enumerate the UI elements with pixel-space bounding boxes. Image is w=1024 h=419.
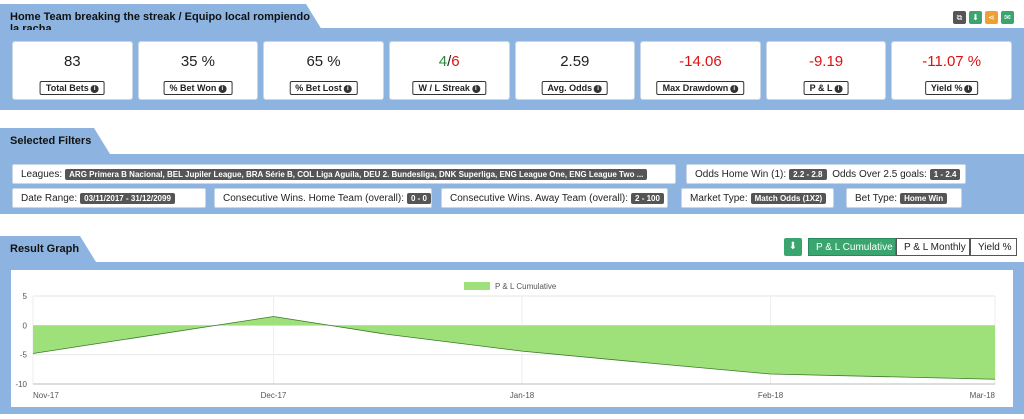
filter-label: Market Type: — [690, 193, 748, 204]
tab-yield[interactable]: Yield % — [970, 238, 1017, 256]
filter-label: Leagues: — [21, 169, 63, 180]
filter-cons-away: Consecutive Wins. Away Team (overall): 2 … — [441, 188, 668, 208]
info-icon: i — [730, 85, 739, 93]
stat-label-text: % Bet Lost — [295, 83, 342, 93]
stat-total-bets: 83 Total Bets i — [12, 41, 133, 100]
stat-label-text: P & L — [809, 83, 833, 93]
stat-value: -9.19 — [808, 53, 844, 70]
chart-legend: P & L Cumulative — [464, 282, 557, 291]
page-title: Home Team breaking the streak / Equipo l… — [0, 4, 322, 30]
stat-label[interactable]: Yield % i — [924, 81, 979, 95]
stat-max-drawdown: -14.06 Max Drawdown i — [640, 41, 761, 100]
x-tick-label: Mar-18 — [970, 391, 996, 400]
stat-value: -14.06 — [679, 53, 722, 70]
info-icon: i — [964, 85, 973, 93]
x-tick-label: Feb-18 — [758, 391, 784, 400]
tab-pl-monthly[interactable]: P & L Monthly — [896, 238, 970, 256]
filter-date-range: Date Range: 03/11/2017 - 31/12/2099 — [12, 188, 206, 208]
legend-label: P & L Cumulative — [495, 282, 557, 291]
filters-title: Selected Filters — [0, 128, 110, 154]
legend-swatch — [464, 282, 490, 290]
pl-line — [32, 316, 996, 380]
tab-pl-cumulative[interactable]: P & L Cumulative — [808, 238, 896, 256]
stat-wl-streak: 4/6 W / L Streak i — [388, 41, 510, 100]
filter-cons-home: Consecutive Wins. Home Team (overall): 0 … — [214, 188, 432, 208]
stat-bet-won: 35 % % Bet Won i — [137, 41, 259, 100]
share-icon[interactable]: ⋖ — [985, 11, 998, 24]
filter-bet-type: Bet Type: Home Win — [846, 188, 962, 208]
y-tick-label: -5 — [20, 351, 28, 360]
stat-value: 4/6 — [438, 53, 460, 70]
graph-title: Result Graph — [0, 236, 96, 262]
filter-label: Consecutive Wins. Home Team (overall): — [223, 193, 404, 204]
filter-leagues: Leagues: ARG Primera B Nacional, BEL Jupi… — [12, 164, 676, 184]
filter-label: Date Range: — [21, 193, 78, 204]
divider — [0, 30, 1024, 31]
header-actions: ⧉ ⬇ ⋖ ✉ — [953, 11, 1014, 24]
stat-label[interactable]: Total Bets i — [39, 81, 105, 95]
filter-value: Match Odds (1X2) — [750, 193, 827, 204]
stat-label-text: Max Drawdown — [662, 83, 729, 93]
stat-bet-lost: 65 % % Bet Lost i — [263, 41, 384, 100]
chart-area — [32, 316, 996, 380]
filter-value: 0 - 0 — [407, 193, 431, 204]
stat-value: 83 — [63, 53, 81, 70]
stat-label-text: W / L Streak — [418, 83, 470, 93]
stat-yield: -11.07 % Yield % i — [891, 41, 1012, 100]
info-icon: i — [343, 85, 352, 93]
pl-area — [33, 316, 995, 380]
filter-value: 03/11/2017 - 31/12/2099 — [80, 193, 175, 204]
info-icon: i — [471, 85, 480, 93]
stat-label[interactable]: W / L Streak i — [412, 81, 486, 95]
stat-label-text: Avg. Odds — [547, 83, 593, 93]
filter-value: 2 - 100 — [631, 193, 664, 204]
filter-label: Odds Home Win (1): — [695, 169, 787, 180]
stats-row: 83 Total Bets i 35 % % Bet Won i 65 % % Be… — [12, 41, 1012, 100]
filter-value: 2.2 - 2.8 — [789, 169, 827, 180]
email-icon[interactable]: ✉ — [1001, 11, 1014, 24]
filter-label: Bet Type: — [855, 193, 898, 204]
x-tick-label: Jan-18 — [510, 391, 535, 400]
stat-label[interactable]: % Bet Won i — [163, 81, 233, 95]
y-tick-label: 0 — [23, 321, 28, 330]
copy-icon[interactable]: ⧉ — [953, 11, 966, 24]
filter-label: Consecutive Wins. Away Team (overall): — [450, 193, 629, 204]
download-chart-icon[interactable]: ⬇ — [784, 238, 802, 256]
stat-label-text: Yield % — [930, 83, 963, 93]
x-axis-labels: Nov-17 Dec-17 Jan-18 Feb-18 Mar-18 — [33, 391, 996, 400]
filter-odds: Odds Home Win (1): 2.2 - 2.8 Odds Over 2.… — [686, 164, 966, 184]
filter-market-type: Market Type: Match Odds (1X2) — [681, 188, 834, 208]
filter-value: 1 - 2.4 — [929, 169, 961, 180]
y-axis-labels: 5 0 -5 -10 — [15, 292, 27, 389]
stat-label[interactable]: Max Drawdown i — [656, 81, 745, 95]
win-streak-value: 4 — [438, 53, 448, 70]
info-icon: i — [90, 85, 99, 93]
filter-value: ARG Primera B Nacional, BEL Jupiler Leag… — [65, 169, 648, 180]
stat-value: 2.59 — [560, 53, 590, 70]
stat-label[interactable]: % Bet Lost i — [289, 81, 358, 95]
y-tick-label: -10 — [15, 380, 27, 389]
stat-value: 35 % — [180, 53, 216, 70]
loss-streak-value: 6 — [451, 53, 460, 70]
info-icon: i — [834, 85, 843, 93]
download-icon[interactable]: ⬇ — [969, 11, 982, 24]
stat-label[interactable]: Avg. Odds i — [541, 81, 609, 95]
info-icon: i — [218, 85, 227, 93]
x-tick-label: Dec-17 — [261, 391, 287, 400]
pl-chart: 5 0 -5 -10 Nov-17 Dec-17 Jan-18 Feb-18 Mar-18 P… — [15, 282, 996, 400]
filter-value: Home Win — [900, 193, 948, 204]
chart-panel: 5 0 -5 -10 Nov-17 Dec-17 Jan-18 Feb-18 Mar-18 P… — [11, 270, 1013, 407]
filter-label: Odds Over 2.5 goals: — [832, 169, 927, 180]
stat-label-text: Total Bets — [45, 83, 89, 93]
y-tick-label: 5 — [23, 292, 28, 301]
x-tick-label: Nov-17 — [33, 391, 59, 400]
stat-value: 65 % — [306, 53, 341, 70]
stat-label-text: % Bet Won — [169, 83, 217, 93]
stat-avg-odds: 2.59 Avg. Odds i — [514, 41, 636, 100]
stat-value: -11.07 % — [922, 53, 982, 70]
info-icon: i — [594, 85, 603, 93]
